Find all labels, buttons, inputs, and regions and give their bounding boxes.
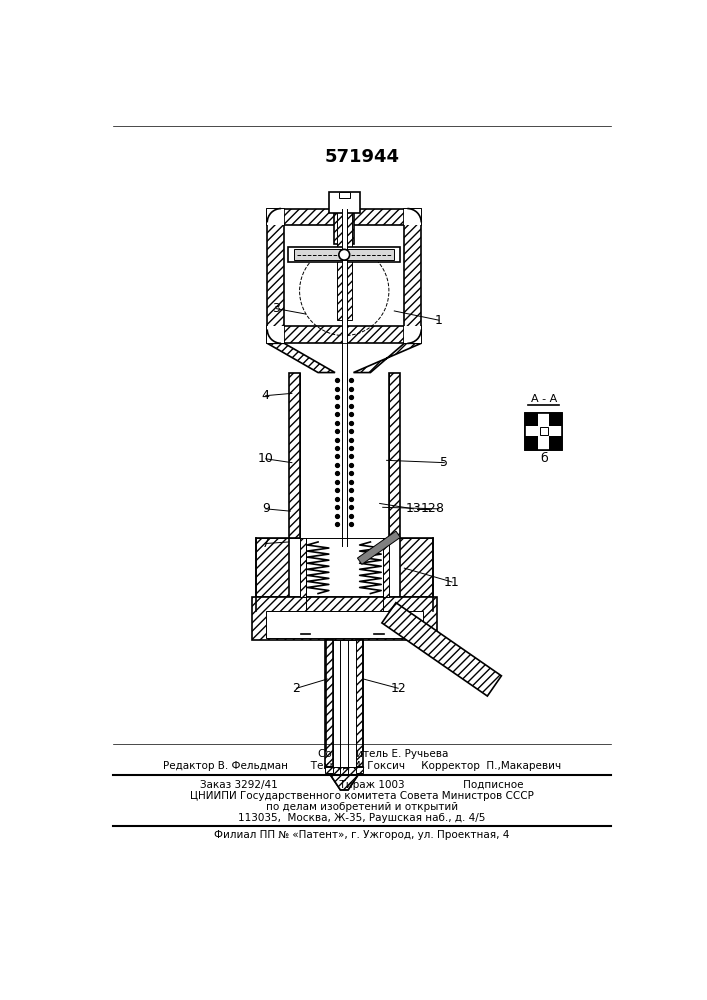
Bar — [404, 209, 421, 343]
Text: 113035,  Москва, Ж-35, Раушская наб., д. 4/5: 113035, Москва, Ж-35, Раушская наб., д. … — [238, 813, 486, 823]
Text: 12: 12 — [421, 502, 437, 515]
Text: 4: 4 — [262, 389, 269, 402]
Text: 571944: 571944 — [325, 148, 399, 166]
Bar — [284, 225, 404, 326]
Bar — [256, 597, 433, 611]
Text: б: б — [540, 452, 547, 465]
Bar — [256, 538, 288, 611]
Bar — [356, 767, 363, 773]
Polygon shape — [354, 343, 421, 373]
Bar — [267, 209, 284, 225]
Bar — [267, 326, 421, 343]
Bar — [382, 538, 389, 597]
Bar — [399, 538, 433, 611]
Bar — [342, 209, 346, 343]
Bar — [339, 192, 350, 198]
Bar — [525, 413, 562, 450]
Polygon shape — [325, 767, 363, 790]
Bar — [267, 326, 284, 343]
Bar — [267, 209, 284, 343]
Polygon shape — [358, 531, 400, 564]
Text: А - А: А - А — [530, 394, 557, 404]
Text: Редактор В. Фельдман       Техред И. Гоксич     Корректор  П.,Макаревич: Редактор В. Фельдман Техред И. Гоксич Ко… — [163, 761, 561, 771]
Text: 2: 2 — [293, 682, 300, 695]
Bar — [525, 413, 562, 450]
Bar — [300, 538, 305, 597]
Text: Филиал ПП № «Патент», г. Ужгород, ул. Проектная, 4: Филиал ПП № «Патент», г. Ужгород, ул. Пр… — [214, 830, 510, 840]
Text: Заказ 3292/41                   Тираж 1003                  Подписное: Заказ 3292/41 Тираж 1003 Подписное — [200, 780, 524, 790]
Text: 7: 7 — [262, 537, 269, 550]
Text: Составитель Е. Ручьева: Составитель Е. Ручьева — [317, 749, 448, 759]
Bar — [540, 427, 547, 435]
Bar — [288, 247, 400, 262]
Text: 3: 3 — [272, 302, 281, 315]
Bar — [356, 640, 363, 767]
Polygon shape — [267, 343, 335, 373]
Text: 9: 9 — [262, 502, 269, 515]
Bar — [538, 413, 549, 450]
Bar — [252, 597, 437, 640]
Bar — [294, 249, 395, 260]
Polygon shape — [382, 603, 501, 696]
Text: 5: 5 — [440, 456, 448, 469]
Bar — [326, 640, 335, 751]
Bar — [389, 373, 399, 538]
Text: А: А — [293, 617, 303, 627]
Bar — [337, 209, 352, 320]
Bar — [404, 326, 421, 343]
Bar — [325, 640, 333, 767]
Bar — [352, 640, 361, 751]
Bar — [300, 373, 389, 538]
Bar — [256, 538, 433, 597]
Text: 8: 8 — [435, 502, 443, 515]
Text: 1: 1 — [435, 314, 443, 327]
Text: ЦНИИПИ Государственного комитета Совета Министров СССР: ЦНИИПИ Государственного комитета Совета … — [190, 791, 534, 801]
Bar — [334, 213, 354, 244]
Bar — [525, 426, 562, 436]
Bar — [325, 767, 333, 773]
Bar — [288, 373, 300, 538]
Text: 11: 11 — [444, 576, 460, 588]
Text: 10: 10 — [258, 452, 274, 465]
Bar — [267, 209, 421, 225]
Text: 12: 12 — [390, 682, 406, 695]
Bar — [404, 209, 421, 225]
Polygon shape — [325, 767, 363, 790]
Bar — [333, 640, 356, 767]
Text: А: А — [382, 617, 391, 627]
Circle shape — [339, 249, 350, 260]
Text: по делам изобретений и открытий: по делам изобретений и открытий — [266, 802, 458, 812]
Text: 13: 13 — [406, 502, 421, 515]
Bar — [329, 192, 360, 213]
Bar — [266, 611, 423, 638]
